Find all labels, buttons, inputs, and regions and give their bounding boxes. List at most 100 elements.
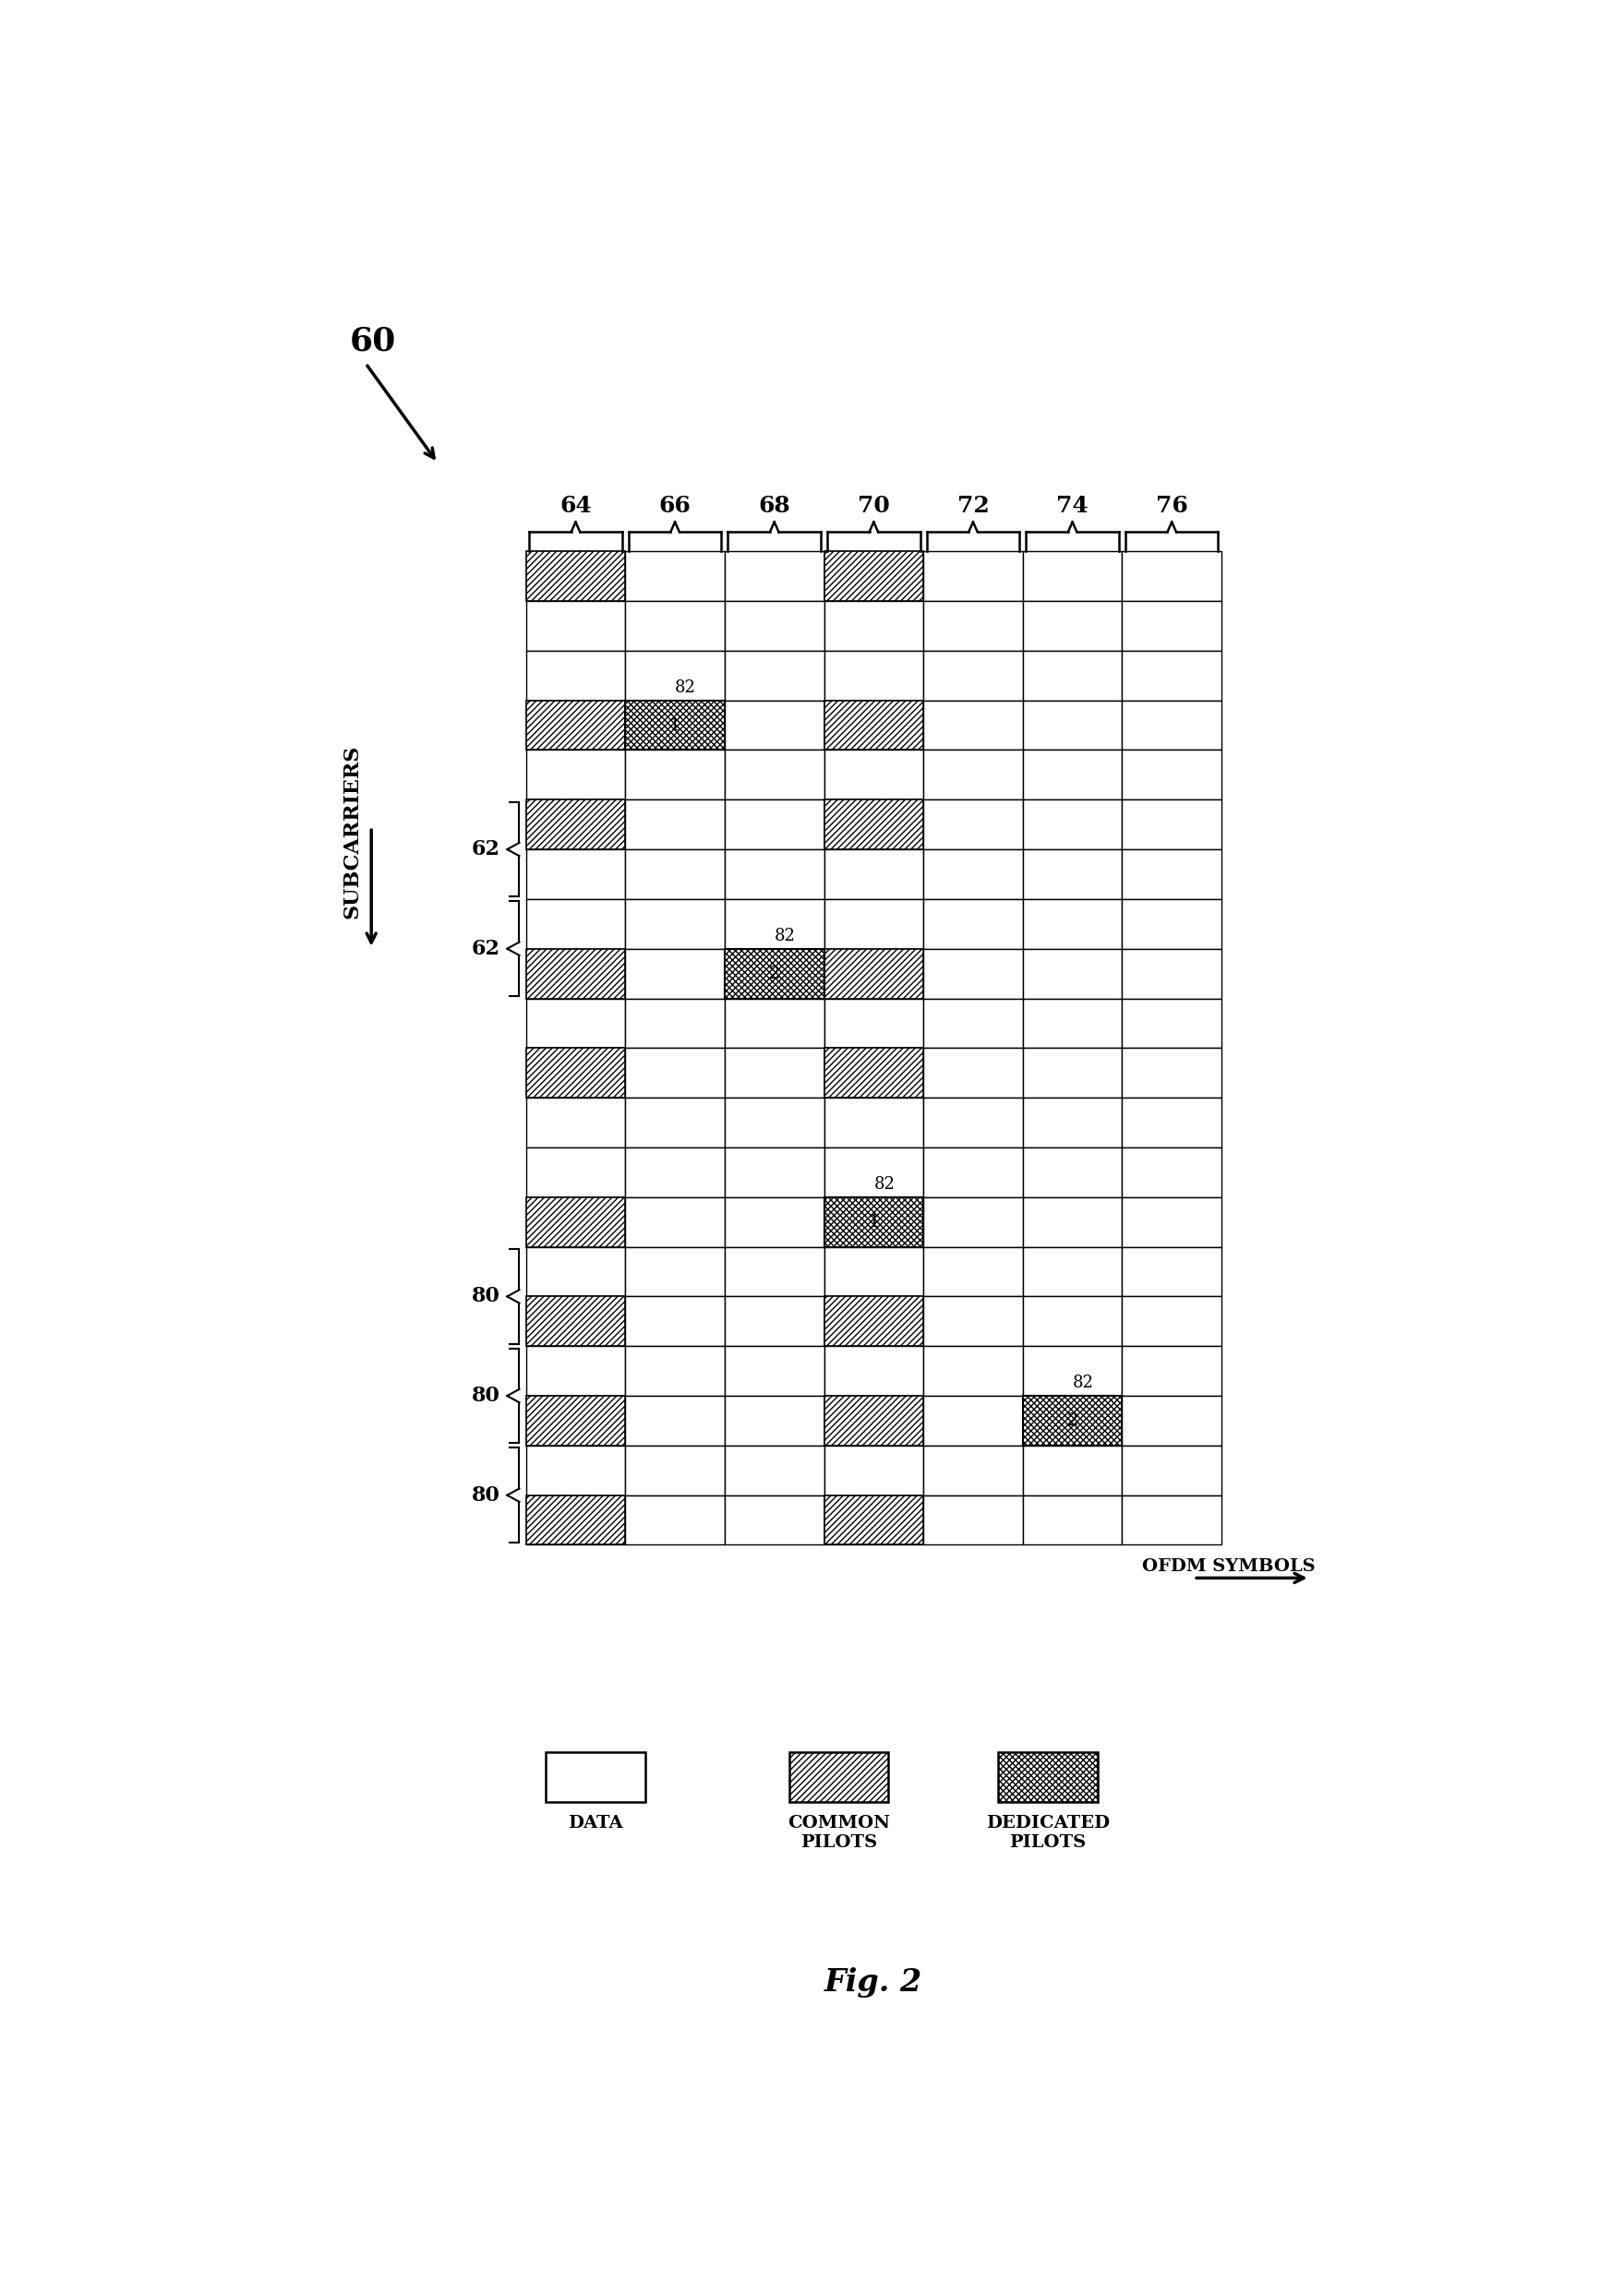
Bar bbox=[823, 551, 924, 601]
Text: 62: 62 bbox=[471, 938, 500, 959]
Bar bbox=[526, 1048, 625, 1099]
Bar bbox=[924, 1246, 1023, 1296]
Text: 80: 80 bbox=[471, 1386, 500, 1406]
Bar bbox=[526, 1496, 625, 1544]
Text: 82: 82 bbox=[775, 927, 796, 945]
Bar bbox=[526, 1197, 625, 1246]
Bar bbox=[724, 899, 823, 950]
Bar bbox=[823, 1496, 924, 1544]
Text: 1: 1 bbox=[867, 1214, 880, 1230]
Text: 82: 82 bbox=[874, 1177, 895, 1193]
Bar bbox=[823, 801, 924, 849]
Text: 64: 64 bbox=[560, 493, 591, 516]
Bar bbox=[823, 750, 924, 801]
Bar bbox=[1023, 801, 1122, 849]
Bar bbox=[724, 1147, 823, 1197]
Bar bbox=[823, 1296, 924, 1347]
Bar bbox=[526, 998, 625, 1048]
Bar bbox=[1122, 750, 1221, 801]
Bar bbox=[1122, 849, 1221, 899]
Bar bbox=[526, 1048, 625, 1099]
Bar bbox=[823, 1197, 924, 1246]
Bar bbox=[546, 1753, 645, 1801]
Bar bbox=[1122, 801, 1221, 849]
Bar bbox=[625, 551, 724, 601]
Bar bbox=[625, 1048, 724, 1099]
Text: 2: 2 bbox=[768, 966, 780, 982]
Text: 80: 80 bbox=[471, 1287, 500, 1308]
Bar bbox=[823, 551, 924, 601]
Bar bbox=[526, 1099, 625, 1147]
Bar bbox=[724, 1296, 823, 1347]
Bar bbox=[625, 998, 724, 1048]
Bar bbox=[1122, 899, 1221, 950]
Bar bbox=[823, 849, 924, 899]
Bar bbox=[526, 1246, 625, 1296]
Bar bbox=[625, 1147, 724, 1197]
Bar bbox=[1122, 1395, 1221, 1445]
Bar bbox=[625, 750, 724, 801]
Bar bbox=[823, 1197, 924, 1246]
Bar bbox=[1023, 1445, 1122, 1496]
Bar bbox=[724, 1048, 823, 1099]
Bar bbox=[823, 950, 924, 998]
Bar bbox=[724, 1099, 823, 1147]
Bar bbox=[1023, 601, 1122, 651]
Bar bbox=[625, 1395, 724, 1445]
Text: 68: 68 bbox=[758, 493, 791, 516]
Text: 1: 1 bbox=[669, 716, 680, 734]
Bar bbox=[823, 1197, 924, 1246]
Bar bbox=[526, 700, 625, 750]
Bar bbox=[1023, 1347, 1122, 1395]
Bar bbox=[526, 551, 625, 601]
Text: 74: 74 bbox=[1056, 493, 1088, 516]
Bar bbox=[1023, 1197, 1122, 1246]
Bar bbox=[1023, 1395, 1122, 1445]
Bar bbox=[724, 1395, 823, 1445]
Bar bbox=[823, 899, 924, 950]
Bar bbox=[823, 700, 924, 750]
Bar bbox=[625, 801, 724, 849]
Bar bbox=[924, 1347, 1023, 1395]
Bar bbox=[823, 1395, 924, 1445]
Bar bbox=[823, 1395, 924, 1445]
Bar bbox=[924, 700, 1023, 750]
Bar bbox=[924, 998, 1023, 1048]
Bar bbox=[625, 1246, 724, 1296]
Text: 70: 70 bbox=[857, 493, 890, 516]
Bar bbox=[1122, 1296, 1221, 1347]
Bar bbox=[724, 849, 823, 899]
Bar bbox=[1023, 551, 1122, 601]
Bar bbox=[823, 950, 924, 998]
Bar bbox=[724, 1445, 823, 1496]
Bar bbox=[823, 1445, 924, 1496]
Bar bbox=[625, 700, 724, 750]
Bar bbox=[526, 1395, 625, 1445]
Bar bbox=[924, 1048, 1023, 1099]
Bar bbox=[823, 601, 924, 651]
Bar bbox=[625, 700, 724, 750]
Bar bbox=[823, 1099, 924, 1147]
Bar bbox=[823, 1347, 924, 1395]
Bar bbox=[625, 601, 724, 651]
Bar bbox=[924, 551, 1023, 601]
Bar bbox=[724, 1246, 823, 1296]
Bar bbox=[526, 1147, 625, 1197]
Bar bbox=[1023, 899, 1122, 950]
Bar bbox=[724, 700, 823, 750]
Bar bbox=[724, 1197, 823, 1246]
Text: COMMON
PILOTS: COMMON PILOTS bbox=[788, 1815, 890, 1851]
Bar bbox=[1122, 1347, 1221, 1395]
Text: 76: 76 bbox=[1156, 493, 1187, 516]
Bar bbox=[724, 750, 823, 801]
Bar bbox=[625, 1099, 724, 1147]
Bar bbox=[1122, 1048, 1221, 1099]
Bar bbox=[625, 1197, 724, 1246]
Bar bbox=[1122, 700, 1221, 750]
Bar bbox=[724, 950, 823, 998]
Bar bbox=[1023, 998, 1122, 1048]
Bar bbox=[823, 1048, 924, 1099]
Bar bbox=[1023, 1099, 1122, 1147]
Bar bbox=[1023, 1296, 1122, 1347]
Bar bbox=[823, 1496, 924, 1544]
